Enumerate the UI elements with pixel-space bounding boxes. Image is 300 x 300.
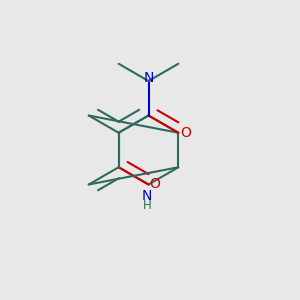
Text: N: N — [143, 71, 154, 85]
Text: N: N — [142, 190, 152, 203]
Text: O: O — [180, 126, 191, 140]
Text: H: H — [142, 199, 152, 212]
Text: O: O — [149, 178, 160, 191]
